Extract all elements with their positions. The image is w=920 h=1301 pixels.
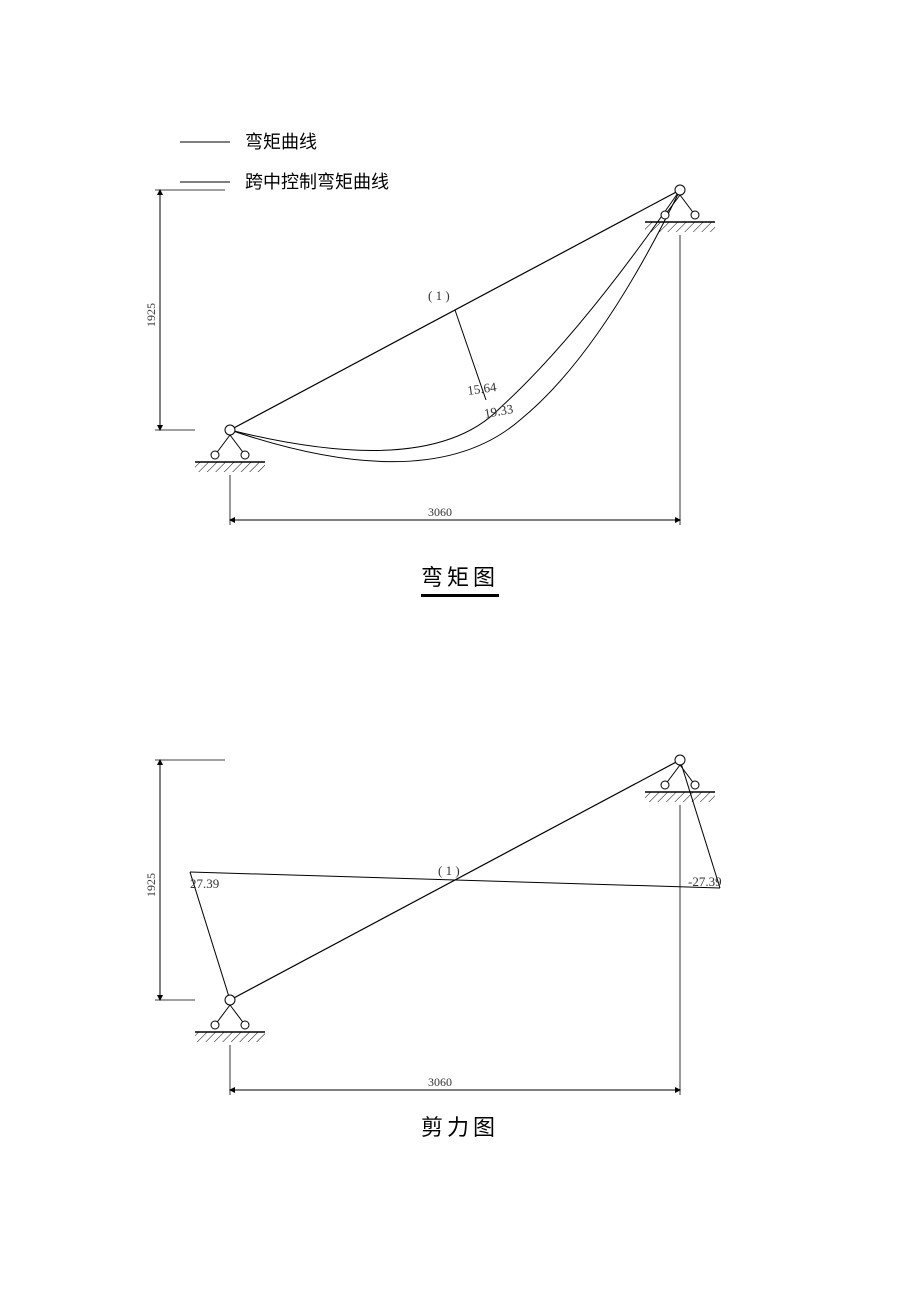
shear-left-value: 27.39 [190,876,219,891]
shear-title: 剪力图 [421,1115,499,1140]
horizontal-dimension-shear: 3060 [230,805,680,1095]
left-support-shear [195,995,265,1042]
shear-right-jump [680,760,720,888]
shear-left-jump [190,872,230,1000]
h-dim-label-shear: 3060 [428,1075,452,1089]
shear-member-label: ( 1 ) [438,863,460,878]
shear-title-wrap: 剪力图 [0,1110,920,1142]
v-dim-label-shear: 1925 [144,873,158,897]
shear-right-value: -27.39 [688,874,722,889]
shear-diagram: ( 1 ) 27.39 -27.39 [0,0,920,1205]
right-support-shear [645,755,715,802]
